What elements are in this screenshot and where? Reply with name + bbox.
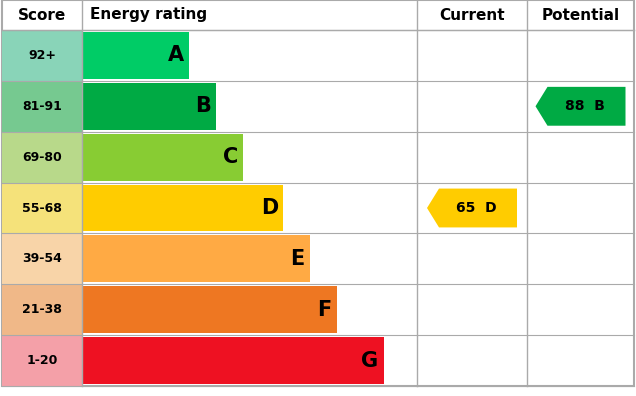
Text: C: C — [223, 147, 238, 167]
Text: Energy rating: Energy rating — [90, 8, 207, 23]
Text: Potential: Potential — [541, 8, 619, 23]
Text: 92+: 92+ — [28, 49, 56, 62]
Text: B: B — [195, 96, 211, 116]
Text: 39-54: 39-54 — [22, 252, 62, 265]
Text: 21-38: 21-38 — [22, 303, 62, 316]
Text: D: D — [261, 198, 278, 218]
Bar — [2, 183, 82, 233]
Bar — [82, 286, 336, 333]
Text: Score: Score — [18, 8, 66, 23]
Text: 55-68: 55-68 — [22, 202, 62, 215]
Bar — [82, 134, 243, 181]
Bar — [82, 337, 384, 384]
Text: G: G — [361, 350, 378, 371]
Bar — [2, 335, 82, 386]
Bar — [2, 233, 82, 284]
Text: E: E — [291, 249, 305, 269]
Bar — [2, 284, 82, 335]
Text: 81-91: 81-91 — [22, 100, 62, 113]
Text: 69-80: 69-80 — [22, 150, 62, 164]
Bar — [82, 83, 216, 130]
Text: 65  D: 65 D — [455, 201, 496, 215]
Text: Current: Current — [439, 8, 505, 23]
Polygon shape — [536, 87, 625, 126]
Text: 1-20: 1-20 — [26, 354, 58, 367]
Bar — [82, 236, 310, 282]
Text: A: A — [168, 46, 184, 65]
Text: F: F — [317, 300, 331, 320]
Bar — [82, 32, 189, 79]
Bar — [2, 30, 82, 81]
Text: 88  B: 88 B — [565, 99, 604, 113]
Polygon shape — [427, 188, 517, 227]
Bar — [82, 185, 283, 231]
Bar — [2, 132, 82, 183]
Bar — [2, 81, 82, 132]
